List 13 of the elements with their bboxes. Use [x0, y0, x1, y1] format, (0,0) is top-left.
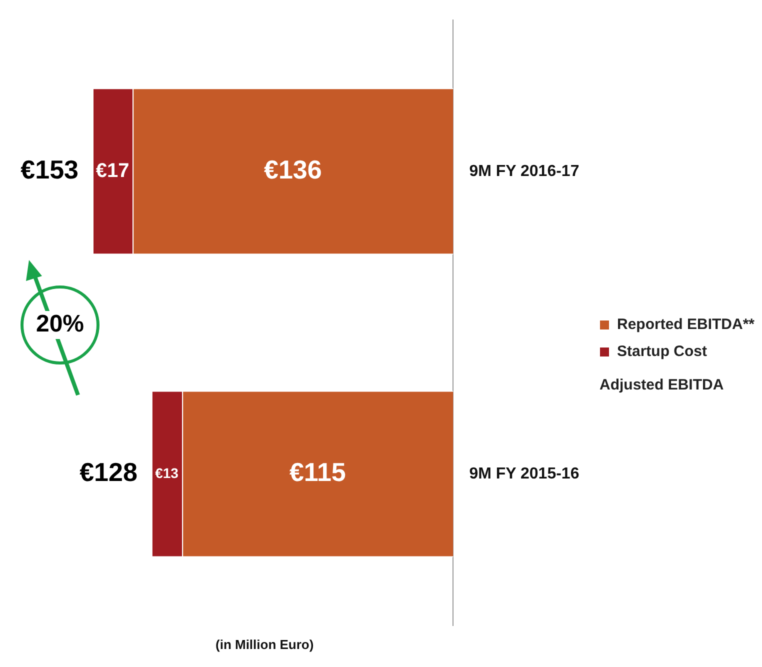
- y-tick-label: 9M FY 2016-17: [469, 162, 580, 180]
- x-axis-title: (in Million Euro): [216, 636, 314, 652]
- data-label: €115: [289, 457, 346, 488]
- y-tick-label: 9M FY 2015-16: [469, 465, 580, 482]
- text: 20%: [36, 310, 84, 338]
- data-label: €13: [155, 464, 179, 481]
- data-label: €17: [96, 160, 130, 182]
- total-label: €153: [20, 154, 79, 185]
- text: Adjusted EBITDA: [600, 376, 724, 394]
- legend-label: Startup Cost: [617, 343, 708, 360]
- total-label: €128: [80, 457, 138, 488]
- data-label: €136: [264, 154, 322, 185]
- legend-label: Reported EBITDA**: [617, 316, 755, 334]
